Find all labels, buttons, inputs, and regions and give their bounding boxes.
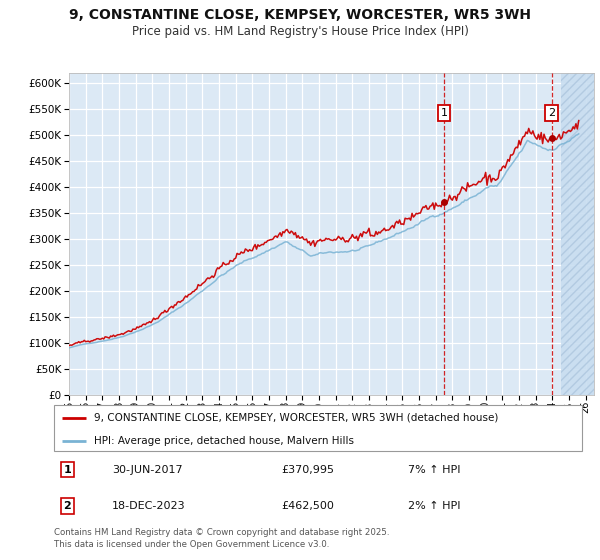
Text: 7% ↑ HPI: 7% ↑ HPI <box>408 465 460 475</box>
Text: 9, CONSTANTINE CLOSE, KEMPSEY, WORCESTER, WR5 3WH (detached house): 9, CONSTANTINE CLOSE, KEMPSEY, WORCESTER… <box>94 413 498 423</box>
Text: £370,995: £370,995 <box>281 465 334 475</box>
Text: 30-JUN-2017: 30-JUN-2017 <box>112 465 183 475</box>
FancyBboxPatch shape <box>54 405 582 451</box>
Text: £462,500: £462,500 <box>281 501 334 511</box>
Text: 2: 2 <box>64 501 71 511</box>
Text: 18-DEC-2023: 18-DEC-2023 <box>112 501 186 511</box>
Text: Contains HM Land Registry data © Crown copyright and database right 2025.
This d: Contains HM Land Registry data © Crown c… <box>54 528 389 549</box>
Text: 2% ↑ HPI: 2% ↑ HPI <box>408 501 460 511</box>
Text: 1: 1 <box>64 465 71 475</box>
Text: 2: 2 <box>548 108 556 118</box>
Text: HPI: Average price, detached house, Malvern Hills: HPI: Average price, detached house, Malv… <box>94 436 353 446</box>
Text: Price paid vs. HM Land Registry's House Price Index (HPI): Price paid vs. HM Land Registry's House … <box>131 25 469 38</box>
Text: 1: 1 <box>440 108 448 118</box>
Bar <box>560 73 594 395</box>
Text: 9, CONSTANTINE CLOSE, KEMPSEY, WORCESTER, WR5 3WH: 9, CONSTANTINE CLOSE, KEMPSEY, WORCESTER… <box>69 8 531 22</box>
